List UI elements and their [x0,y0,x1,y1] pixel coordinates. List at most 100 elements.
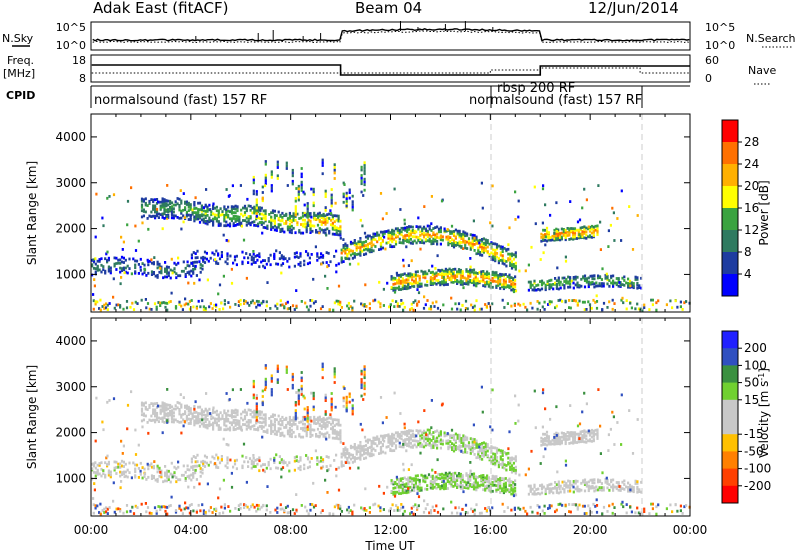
velocity-cell [424,443,427,447]
velocity-cell [422,445,426,449]
velocity-cell [398,477,401,481]
power-cell [335,270,338,274]
velocity-cell [567,489,570,493]
power-cell [510,288,513,292]
power-cell [279,213,282,217]
power-cell [141,272,144,276]
velocity-cell [406,432,409,436]
power-cell [184,208,187,211]
velocity-cell [441,439,444,443]
power-cell [172,203,175,207]
power-cell [606,282,609,286]
velocity-cell [437,476,440,480]
power-cell [134,224,137,228]
power-cell [157,216,160,219]
power-cell [263,266,266,270]
velocity-cell [344,455,347,459]
velocity-cell [113,510,116,514]
power-cell [401,278,404,282]
power-cell [549,236,552,239]
velocity-cell [478,475,481,478]
velocity-cell [379,446,383,449]
velocity-cell [469,474,472,478]
velocity-cell [432,446,435,449]
power-cell [225,220,228,224]
power-cell [394,286,397,290]
power-cell [270,211,273,215]
power-cell [148,307,151,311]
velocity-cell [303,426,306,430]
velocity-cell [340,464,343,468]
power-cell [474,282,477,285]
velocity-cell [494,461,497,465]
velocity-cell [217,466,220,469]
power-cell [271,226,275,229]
velocity-cell [333,505,336,509]
velocity-cell [278,455,281,458]
velocity-cell [474,475,477,479]
power-cell [294,210,297,214]
velocity-cell [588,438,592,442]
velocity-cell [411,439,414,443]
velocity-cell [253,413,256,417]
velocity-cell [258,416,261,420]
power-cell [337,217,340,221]
velocity-cell [450,484,453,488]
velocity-cell [159,404,162,408]
velocity-cell [502,482,505,486]
power-cell [106,250,109,254]
velocity-cell [449,436,452,439]
velocity-cell [405,485,408,489]
velocity-cell [154,402,157,406]
power-cell [339,300,342,304]
power-cell [379,192,383,195]
velocity-cell [218,512,221,515]
power-cell [167,265,170,269]
velocity-cell [573,433,577,437]
velocity-cell [211,455,214,459]
power-cell [627,284,630,288]
power-cell [396,304,399,308]
power-cell [184,297,187,301]
power-cell [370,244,373,248]
velocity-cell [537,492,540,495]
velocity-cell [311,433,314,437]
power-cell [587,276,590,280]
velocity-cell [404,432,407,436]
power-cell [330,196,333,200]
power-cell [392,288,395,292]
velocity-cell [470,507,473,511]
power-cell [480,279,483,283]
velocity-cell [192,476,195,479]
power-cell [263,259,266,262]
power-cell [324,220,327,223]
power-cell [459,308,462,312]
velocity-cell [583,481,587,485]
velocity-cell [494,459,497,462]
power-cell [109,269,112,273]
power-cell [430,229,433,232]
velocity-cell [204,512,207,516]
velocity-cell [564,432,567,436]
power-cell [363,177,366,181]
power-cell [429,307,433,311]
power-cell [120,260,124,264]
velocity-cell [481,447,484,450]
power-cell [484,272,487,276]
velocity-cell [434,442,437,445]
power-cell [210,219,213,223]
velocity-cell [299,468,302,472]
power-cell [320,252,323,256]
power-cell [400,299,403,302]
velocity-cell [454,482,457,485]
velocity-cell [363,452,366,456]
velocity-cell [106,463,109,466]
power-cell [300,223,303,226]
velocity-cell [499,449,502,453]
power-cell [401,286,404,289]
power-cell [252,192,255,196]
velocity-cell [476,481,479,485]
power-cell [238,215,241,219]
power-cell [544,233,547,236]
velocity-cell [394,437,398,441]
